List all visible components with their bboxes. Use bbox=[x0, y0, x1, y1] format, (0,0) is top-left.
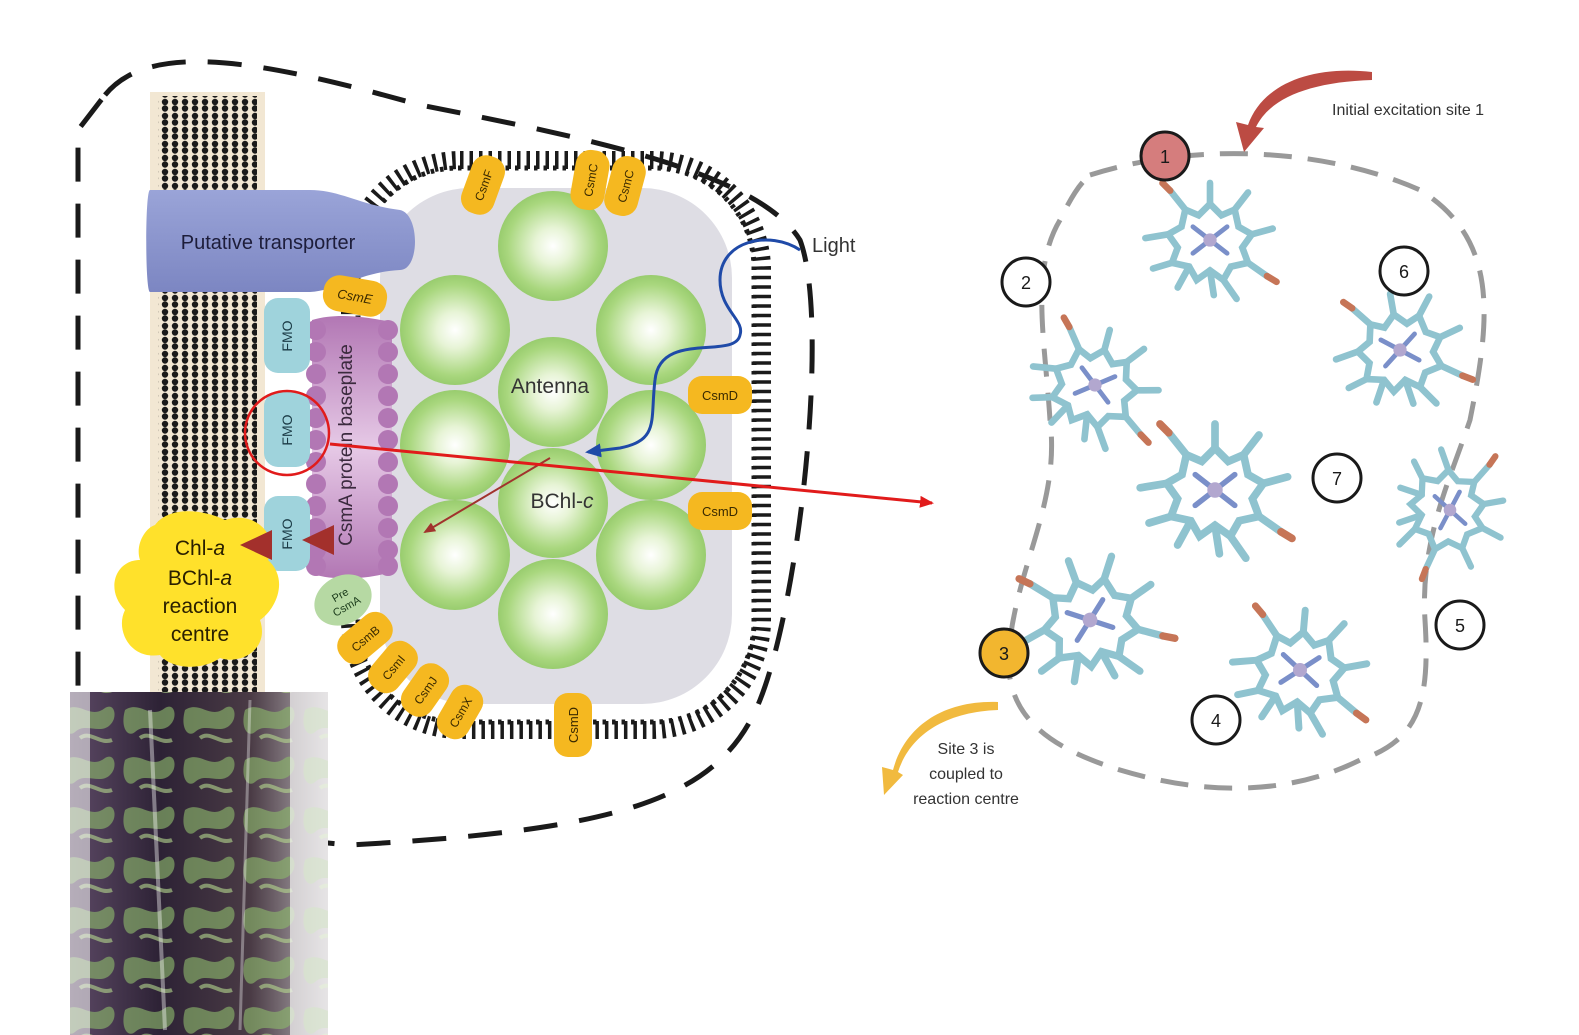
site-marker-7: 7 bbox=[1311, 452, 1363, 504]
svg-text:reaction: reaction bbox=[163, 595, 238, 618]
site-marker-3: 3 bbox=[978, 627, 1030, 679]
bchl-molecule-5 bbox=[1384, 440, 1514, 581]
right-panel: 1 2 3 4 5 6 7 Initial excitation site 1 bbox=[882, 70, 1514, 808]
antenna-sphere bbox=[498, 448, 608, 558]
coupled-label-1: Site 3 is bbox=[938, 741, 995, 758]
fmo-protein: FMO bbox=[264, 392, 310, 467]
light-label: Light bbox=[812, 235, 856, 257]
left-panel: CsmA protein baseplate Putative transpor… bbox=[70, 59, 934, 1035]
fmo-highlight-circle bbox=[243, 389, 331, 477]
light-path: Light bbox=[585, 235, 856, 458]
coupled-label-3: reaction centre bbox=[913, 791, 1019, 808]
antenna-sphere bbox=[400, 275, 510, 385]
putative-transporter: Putative transporter bbox=[146, 190, 415, 292]
fmo-label: FMO bbox=[279, 414, 295, 445]
fmo-monomer-outline bbox=[1006, 151, 1487, 791]
antenna-sphere bbox=[596, 500, 706, 610]
antenna-sphere bbox=[498, 191, 608, 301]
antenna-sphere bbox=[596, 275, 706, 385]
protein-csmj: CsmJ bbox=[400, 663, 450, 717]
reaction-centre: Chl-a BChl-a reaction centre bbox=[114, 511, 334, 667]
antenna-sphere bbox=[498, 559, 608, 669]
csm-proteins: CsmF CsmC CsmC CsmE CsmD CsmD bbox=[314, 149, 752, 757]
fmo-proteins: FMO FMO FMO bbox=[264, 298, 310, 571]
antenna-label: Antenna bbox=[511, 375, 590, 398]
svg-text:Chl-a: Chl-a bbox=[175, 537, 225, 560]
site-marker-6: 6 bbox=[1378, 245, 1430, 297]
svg-text:3: 3 bbox=[999, 644, 1009, 664]
svg-text:centre: centre bbox=[171, 623, 229, 646]
site-marker-4: 4 bbox=[1190, 694, 1242, 746]
chlorosome-dashed-outline bbox=[75, 59, 815, 848]
excitation-arrow bbox=[1236, 70, 1372, 152]
energy-triangle bbox=[302, 525, 334, 555]
fmo-protein: FMO bbox=[264, 298, 310, 373]
bchl-molecule-2 bbox=[1017, 313, 1174, 459]
zoom-connector-arrow bbox=[329, 442, 934, 508]
bchl-molecule-6 bbox=[1326, 282, 1475, 419]
site-marker-1: 1 bbox=[1139, 130, 1191, 182]
fmo-label: FMO bbox=[279, 320, 295, 351]
protein-csmb: CsmB bbox=[337, 611, 393, 665]
svg-text:CsmD: CsmD bbox=[702, 388, 738, 403]
coupling-arrow bbox=[882, 701, 998, 795]
excitation-label: Initial excitation site 1 bbox=[1332, 102, 1484, 119]
svg-text:CsmE: CsmE bbox=[336, 286, 374, 307]
fmo-protein: FMO bbox=[264, 496, 310, 571]
protein-csmc-1: CsmC bbox=[570, 149, 610, 211]
svg-text:CsmC: CsmC bbox=[581, 162, 601, 198]
bchl-molecule-1 bbox=[1145, 183, 1276, 299]
protein-csmd-1: CsmD bbox=[688, 376, 752, 414]
protein-pre-csma: Pre CsmA bbox=[314, 574, 372, 626]
protein-csmd-2: CsmD bbox=[688, 492, 752, 530]
svg-text:4: 4 bbox=[1211, 711, 1221, 731]
protein-csmd-3: CsmD bbox=[554, 693, 592, 757]
bchl-molecule-7 bbox=[1140, 424, 1292, 558]
svg-text:CsmD: CsmD bbox=[566, 707, 581, 743]
protein-csmi: CsmI bbox=[368, 640, 418, 694]
fmo-label: FMO bbox=[279, 518, 295, 549]
svg-text:5: 5 bbox=[1455, 616, 1465, 636]
svg-text:2: 2 bbox=[1021, 273, 1031, 293]
energy-triangle bbox=[240, 530, 272, 560]
protein-csmf: CsmF bbox=[460, 155, 506, 215]
protein-csme: CsmE bbox=[322, 275, 388, 317]
svg-text:6: 6 bbox=[1399, 262, 1409, 282]
svg-text:BChl-a: BChl-a bbox=[168, 567, 232, 590]
svg-text:CsmD: CsmD bbox=[702, 504, 738, 519]
svg-text:7: 7 bbox=[1332, 469, 1342, 489]
coupled-label-2: coupled to bbox=[929, 766, 1003, 783]
svg-text:1: 1 bbox=[1160, 147, 1170, 167]
energy-transfer-arrow bbox=[423, 457, 551, 534]
culture-photo bbox=[70, 692, 328, 1035]
protein-csmc-2: CsmC bbox=[604, 155, 646, 217]
site-marker-2: 2 bbox=[1000, 256, 1052, 308]
antenna-sphere bbox=[400, 500, 510, 610]
antenna-sphere bbox=[596, 390, 706, 500]
bchl-c-label: BChl-c bbox=[530, 490, 594, 513]
antenna-sphere bbox=[498, 337, 608, 447]
transporter-label: Putative transporter bbox=[181, 232, 356, 254]
site-marker-5: 5 bbox=[1434, 599, 1486, 651]
antenna-sphere bbox=[400, 390, 510, 500]
bchl-molecule-3 bbox=[1001, 536, 1181, 706]
bchl-molecule-4 bbox=[1227, 604, 1375, 738]
protein-csmx: CsmX bbox=[436, 684, 484, 740]
